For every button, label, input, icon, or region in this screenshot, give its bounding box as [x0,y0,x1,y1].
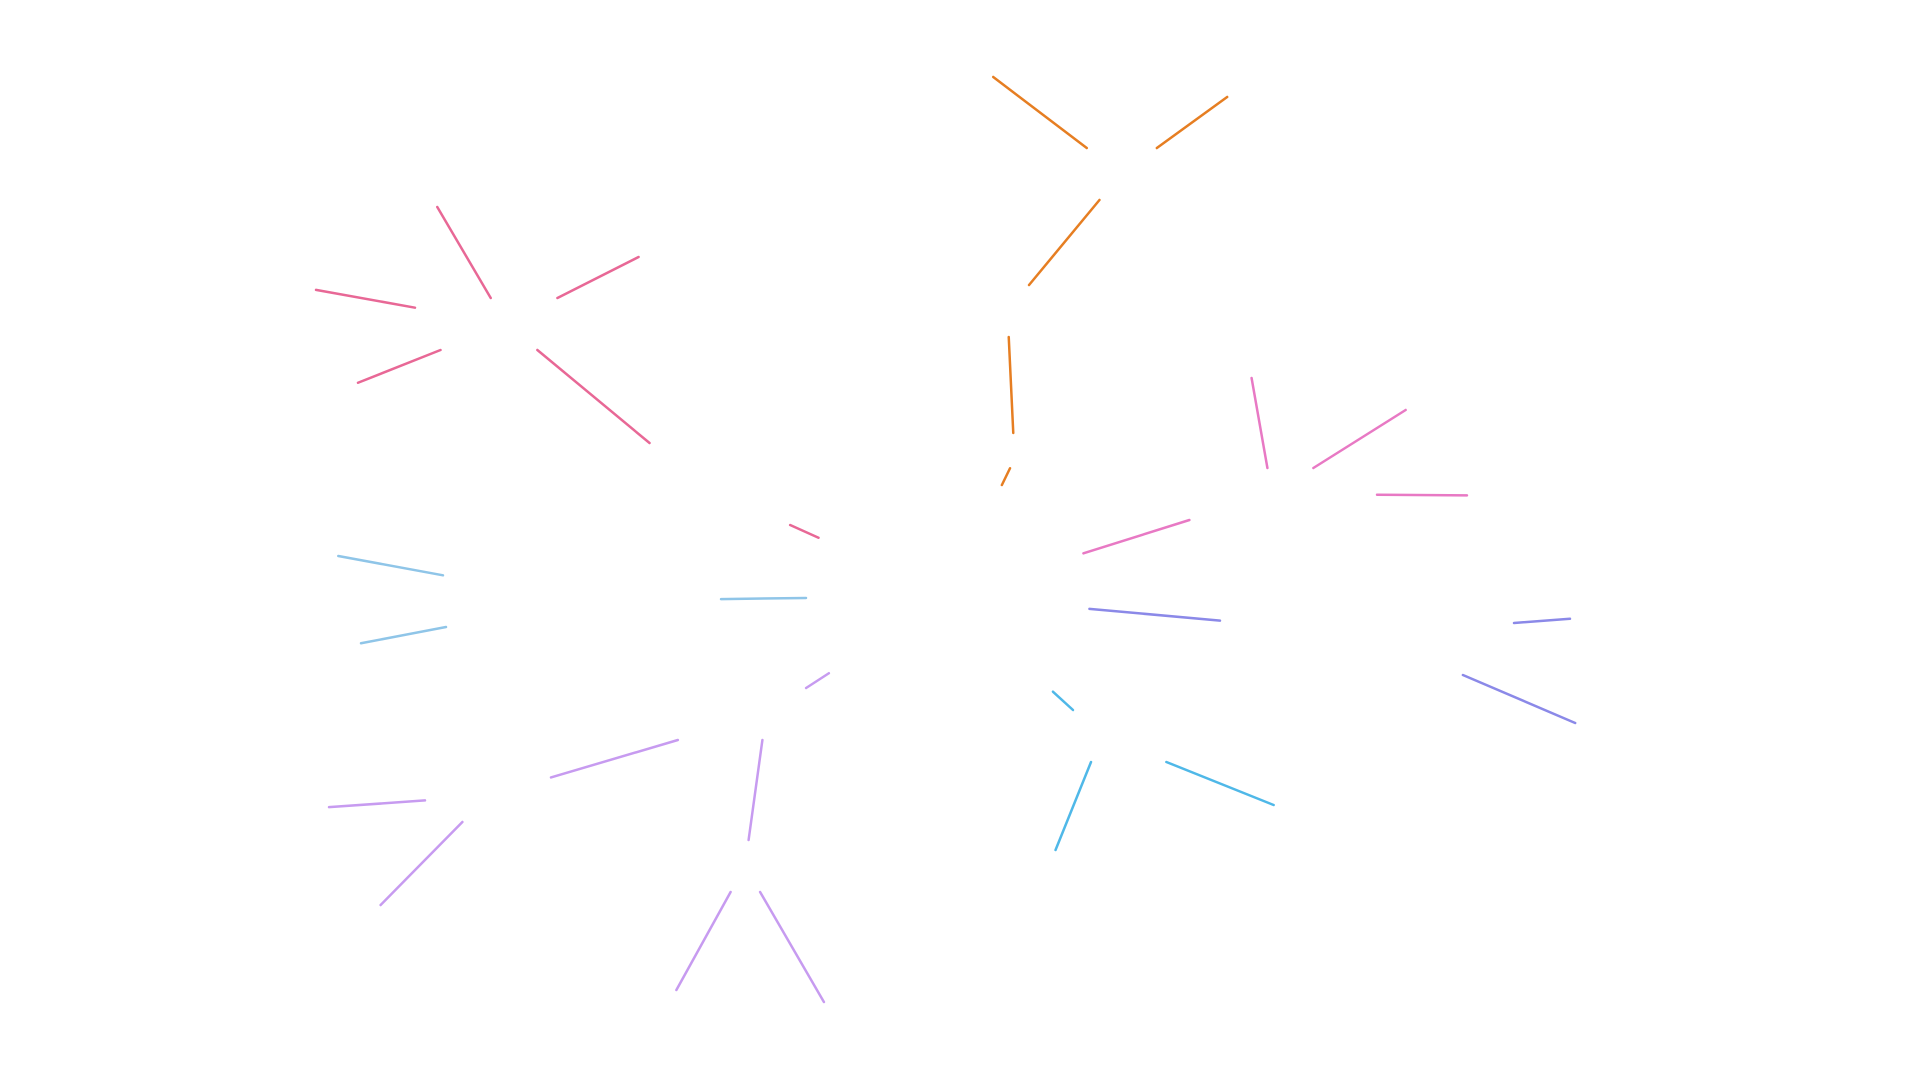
edge [1166,762,1273,805]
mindmap-canvas [0,0,1920,1080]
edge [676,892,730,990]
edge [1029,200,1099,285]
edge [1313,410,1405,468]
edge [749,740,763,840]
edge [1009,337,1014,433]
edge [551,740,678,777]
edge [993,77,1087,148]
edge [1157,97,1227,148]
edge [1463,675,1575,723]
edge [537,350,649,443]
edge [329,800,425,807]
edge [1056,762,1091,850]
edge-layer [0,0,1920,1080]
edge [1377,495,1467,496]
edge [557,257,638,298]
edge [1514,619,1570,623]
edge [790,525,818,538]
edge [361,627,446,643]
edge [1002,468,1010,485]
edge [358,350,441,383]
edge [1252,378,1268,468]
edge [721,598,806,599]
edge [1089,609,1220,621]
edge [381,822,463,905]
edge [1053,692,1073,710]
edge [1083,520,1189,553]
edge [338,556,443,575]
edge [437,207,490,298]
edge [316,290,415,308]
edge [760,892,824,1002]
edge [806,673,829,688]
